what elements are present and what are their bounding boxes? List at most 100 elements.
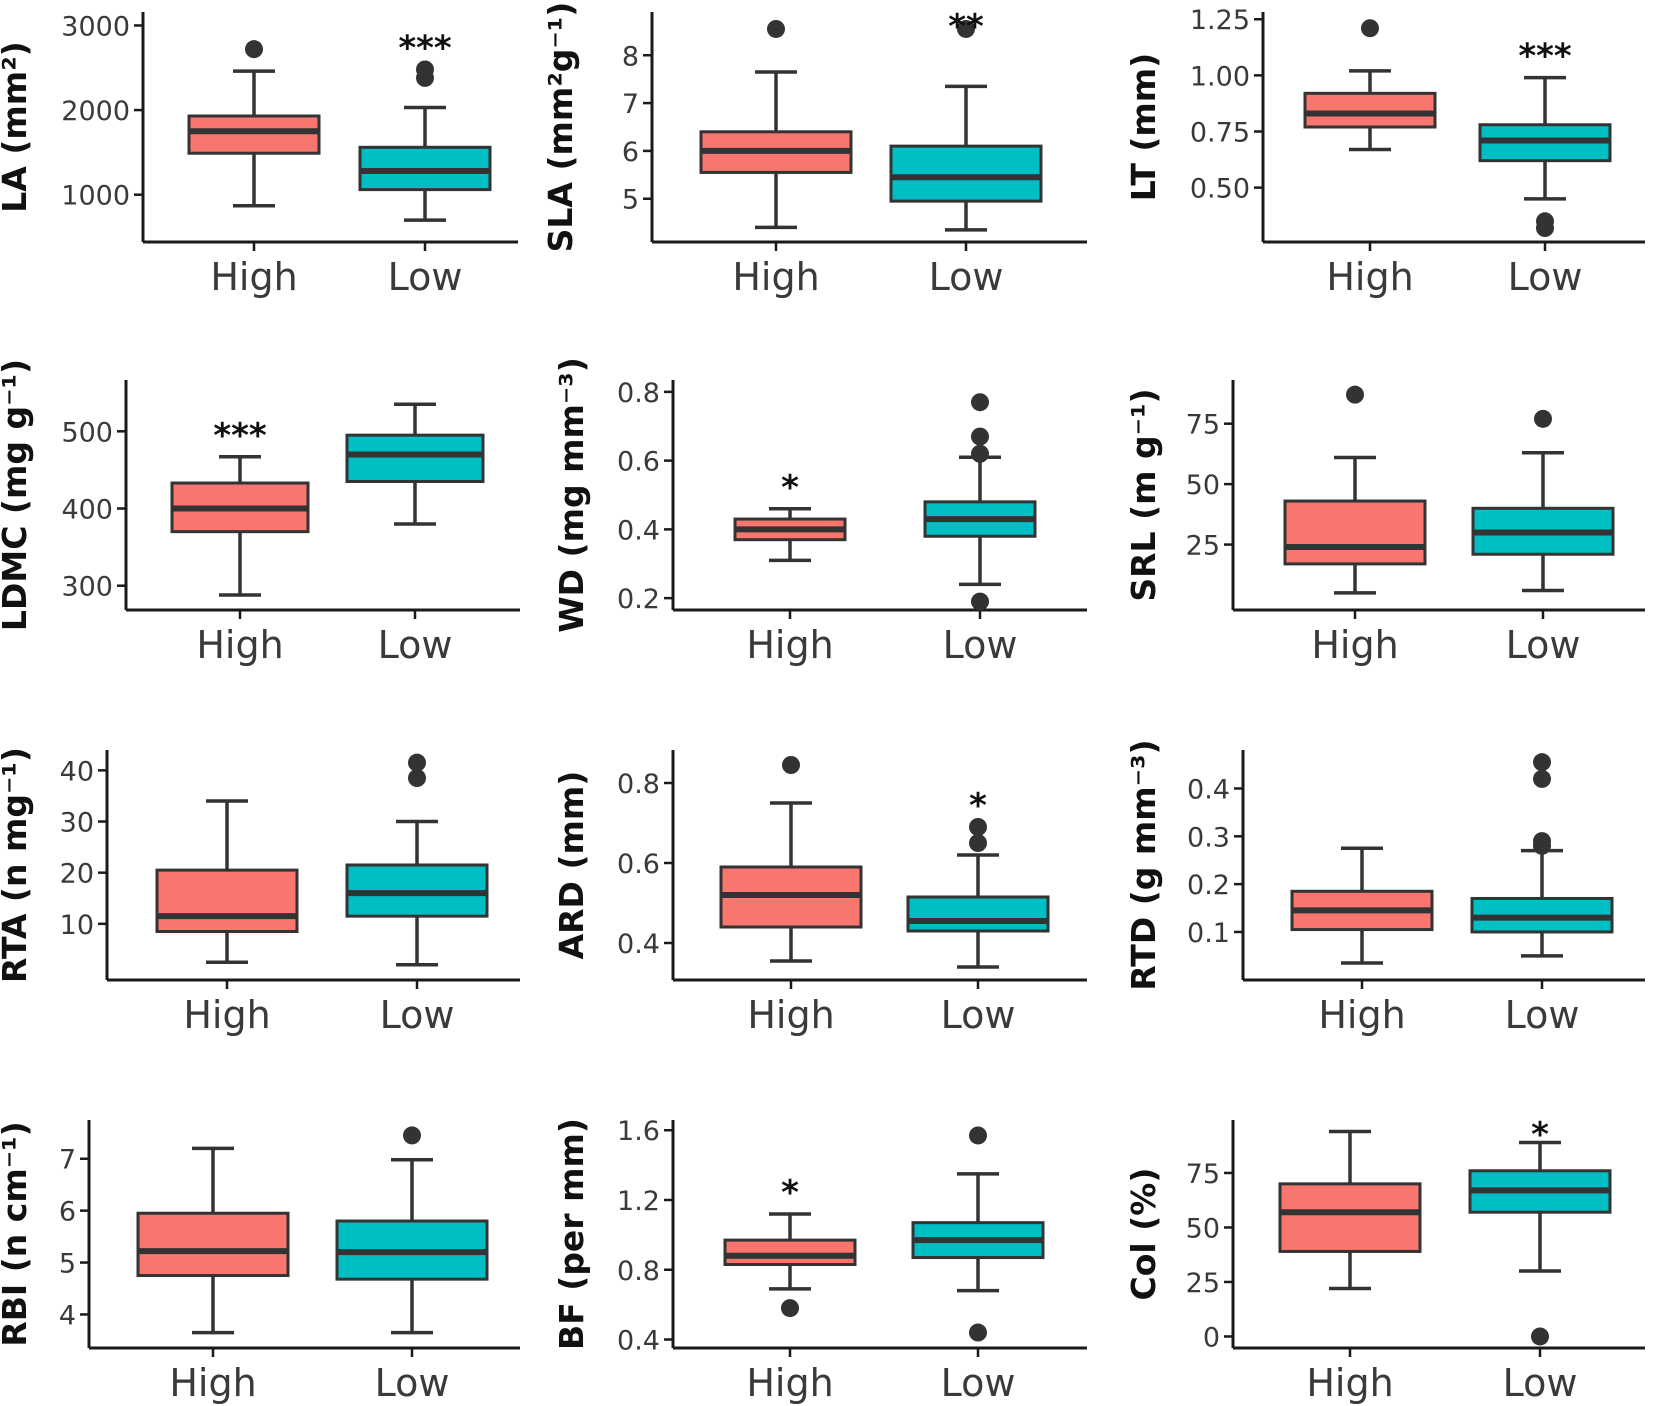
y-tick-label: 5 xyxy=(59,1249,76,1280)
significance-marker-high: * xyxy=(781,1173,799,1213)
y-axis-label: LT (mm) xyxy=(1124,53,1163,202)
box-low xyxy=(906,895,1050,933)
x-tick-label-low: Low xyxy=(1505,993,1580,1037)
outlier-point-low xyxy=(403,1126,421,1145)
outlier-point-low xyxy=(1531,1327,1549,1346)
outlier-point-low xyxy=(971,393,989,412)
panel-lt: 0.50 0.75 1.00 1.25 LT (mm) High Low *** xyxy=(1124,5,1645,299)
outlier-point-low xyxy=(971,592,989,611)
significance-marker-low: *** xyxy=(398,28,452,68)
y-tick-label: 40 xyxy=(60,756,94,787)
significance-marker-high: * xyxy=(781,468,799,508)
x-tick-label-high: High xyxy=(747,993,834,1037)
x-tick-label-low: Low xyxy=(388,255,463,299)
x-tick-label-high: High xyxy=(183,993,270,1037)
x-tick-label-low: Low xyxy=(929,255,1004,299)
outlier-point-high xyxy=(1361,19,1379,38)
panel-col: 0 25 50 75 Col (%) High Low * xyxy=(1124,1115,1645,1405)
panel-rbi: 4 5 6 7 RBI (n cm⁻¹) High Low xyxy=(0,1120,520,1405)
x-tick-label-low: Low xyxy=(941,1361,1016,1405)
y-tick-label: 50 xyxy=(1186,1213,1220,1244)
panel-rta: 10 20 30 40 RTA (n mg⁻¹) High Low xyxy=(0,747,520,1037)
y-tick-label: 50 xyxy=(1186,470,1220,501)
outlier-point-low xyxy=(1533,769,1551,788)
y-tick-label: 1.6 xyxy=(617,1116,660,1147)
y-axis-label: RTD (g mm⁻³) xyxy=(1124,739,1163,990)
outlier-point-low xyxy=(957,19,975,38)
y-tick-label: 1.00 xyxy=(1190,61,1250,92)
outlier-point-low xyxy=(1536,219,1554,238)
box-low xyxy=(889,144,1043,203)
y-axis-label: SLA (mm²g⁻¹) xyxy=(541,2,580,253)
y-tick-label: 7 xyxy=(622,89,639,120)
box-high xyxy=(723,1238,857,1267)
y-tick-label: 25 xyxy=(1186,1268,1220,1299)
panel-sla: 5 6 7 8 SLA (mm²g⁻¹) High Low ** xyxy=(541,2,1087,299)
outlier-point-low xyxy=(1533,836,1551,855)
y-tick-label: 0.4 xyxy=(1187,774,1230,805)
y-axis-label: Col (%) xyxy=(1124,1168,1163,1301)
y-tick-label: 0.6 xyxy=(617,447,660,478)
y-tick-label: 0 xyxy=(1203,1322,1220,1353)
outlier-point-low xyxy=(969,1323,987,1342)
outlier-point-low xyxy=(969,1126,987,1145)
outlier-point-high xyxy=(782,756,800,774)
y-axis-label: BF (per mm) xyxy=(552,1118,591,1350)
outlier-point-low xyxy=(971,427,989,446)
y-tick-label: 0.50 xyxy=(1190,174,1250,205)
x-tick-label-high: High xyxy=(746,623,833,667)
y-tick-label: 5 xyxy=(622,185,639,216)
x-tick-label-low: Low xyxy=(380,993,455,1037)
y-tick-label: 0.8 xyxy=(617,1256,660,1287)
x-tick-label-low: Low xyxy=(378,623,453,667)
panel-bf: 0.4 0.8 1.2 1.6 BF (per mm) High * Low xyxy=(552,1116,1087,1405)
y-tick-label: 8 xyxy=(622,41,639,72)
outlier-point-low xyxy=(416,68,434,87)
y-tick-label: 0.4 xyxy=(617,929,660,960)
panel-ldmc: 300 400 500 LDMC (mg g⁻¹) High *** Low xyxy=(0,359,520,667)
y-tick-label: 0.6 xyxy=(617,849,660,880)
outlier-point-high xyxy=(767,19,785,38)
y-tick-label: 0.4 xyxy=(617,515,660,546)
x-tick-label-low: Low xyxy=(941,993,1016,1037)
significance-marker-low: *** xyxy=(1518,37,1572,77)
y-axis-label: ARD (mm) xyxy=(552,771,591,960)
x-tick-label-low: Low xyxy=(943,623,1018,667)
box-high xyxy=(155,868,299,934)
x-tick-label-low: Low xyxy=(1503,1361,1578,1405)
y-tick-label: 0.1 xyxy=(1187,918,1230,949)
x-tick-label-high: High xyxy=(169,1361,256,1405)
x-tick-label-low: Low xyxy=(1508,255,1583,299)
significance-marker-low: * xyxy=(1531,1115,1549,1155)
y-tick-label: 75 xyxy=(1186,410,1220,441)
panel-la: 1000 2000 3000 LA (mm²) High Low *** xyxy=(0,11,518,299)
box-high xyxy=(187,114,321,155)
y-tick-label: 4 xyxy=(59,1300,76,1331)
outlier-point-low xyxy=(408,769,426,788)
y-tick-label: 0.8 xyxy=(617,769,660,800)
y-tick-label: 75 xyxy=(1186,1159,1220,1190)
y-axis-label: RTA (n mg⁻¹) xyxy=(0,747,34,983)
x-tick-label-high: High xyxy=(746,1361,833,1405)
significance-marker-low: * xyxy=(969,786,987,826)
y-tick-label: 10 xyxy=(60,910,94,941)
significance-marker-high: *** xyxy=(213,416,267,456)
x-tick-label-high: High xyxy=(1306,1361,1393,1405)
box-high xyxy=(1303,91,1437,129)
y-tick-label: 0.8 xyxy=(617,378,660,409)
significance-marker-low: ** xyxy=(948,7,984,47)
y-axis-label: WD (mg mm⁻³) xyxy=(552,357,591,633)
x-tick-label-high: High xyxy=(196,623,283,667)
y-tick-label: 3000 xyxy=(61,11,130,42)
y-tick-label: 2000 xyxy=(61,96,130,127)
x-tick-label-low: Low xyxy=(375,1361,450,1405)
y-tick-label: 1.2 xyxy=(617,1186,660,1217)
outlier-point-low xyxy=(1533,753,1551,772)
y-tick-label: 0.75 xyxy=(1190,117,1250,148)
y-tick-label: 500 xyxy=(61,417,113,448)
y-tick-label: 20 xyxy=(60,859,94,890)
outlier-point-high xyxy=(245,40,263,59)
y-tick-label: 6 xyxy=(59,1197,76,1228)
x-tick-label-high: High xyxy=(1318,993,1405,1037)
